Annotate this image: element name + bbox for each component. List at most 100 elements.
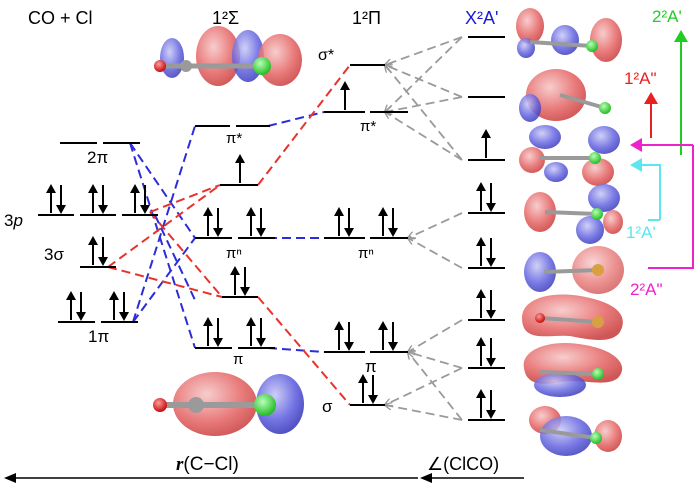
orbital-lobe-blue bbox=[588, 126, 620, 154]
bond bbox=[529, 40, 593, 48]
label-sigma-pistar: π* bbox=[226, 130, 242, 147]
spin-down-arrowhead bbox=[388, 342, 398, 351]
gray-correlation-line bbox=[385, 36, 463, 112]
orbital-lobe-red bbox=[522, 294, 623, 340]
blue-correlation-line bbox=[267, 111, 325, 127]
spin-up-arrowhead bbox=[476, 182, 486, 191]
spin-down-arrowhead bbox=[213, 228, 223, 237]
orbital-lobe-blue bbox=[534, 373, 586, 397]
spin-up-arrowhead bbox=[46, 184, 56, 193]
cl-atom bbox=[599, 102, 611, 114]
cl-atom bbox=[589, 152, 601, 164]
bond bbox=[539, 316, 599, 324]
orbital-x2a-5 bbox=[524, 246, 624, 294]
red-correlation-line bbox=[257, 296, 351, 406]
spin-down-arrowhead bbox=[486, 203, 496, 212]
spin-up-arrowhead bbox=[334, 207, 344, 216]
gray-correlation-line bbox=[385, 65, 463, 161]
label-pi-sigma: σ bbox=[322, 397, 333, 416]
spin-down-arrowhead bbox=[486, 358, 496, 367]
red-correlation-line bbox=[107, 184, 221, 268]
orbital-lobe-red bbox=[524, 192, 556, 232]
cl-atom bbox=[586, 40, 598, 52]
cl-atom bbox=[592, 368, 604, 380]
label-3p: 3p bbox=[4, 211, 23, 230]
spin-up-arrowhead bbox=[246, 207, 256, 216]
spin-up-arrowhead bbox=[230, 266, 240, 275]
orbital-x2a-7 bbox=[523, 342, 623, 397]
label-pi-sigmastar: σ* bbox=[318, 47, 334, 64]
c-atom bbox=[180, 60, 192, 72]
axis-r-ccl-arrowhead bbox=[4, 473, 16, 483]
orbital-lobe-red bbox=[516, 8, 544, 44]
label-2-2a-prime: 2²A' bbox=[652, 7, 682, 26]
gray-correlation-line bbox=[385, 367, 463, 405]
transition-2-2a-dprime-bracket bbox=[648, 145, 694, 269]
blue-correlation-line bbox=[129, 142, 196, 239]
orbital-lobe-blue bbox=[544, 162, 568, 182]
label-3p-letter: p bbox=[12, 211, 22, 230]
orbital-column-x2a bbox=[516, 8, 624, 456]
orbital-lobe-red bbox=[582, 158, 614, 186]
spin-down-arrowhead bbox=[344, 342, 354, 351]
transition-1-2a-dprime-arrowhead bbox=[644, 92, 658, 104]
spin-up-arrowhead bbox=[476, 389, 486, 398]
label-sigma-pin: πⁿ bbox=[226, 245, 242, 262]
label-1-2a-dprime: 1²A" bbox=[624, 69, 657, 88]
blue-correlation-line bbox=[129, 142, 196, 349]
spin-down-arrowhead bbox=[119, 312, 129, 321]
level-labels: 2π 3p 3σ 1π π* πⁿ π σ* π* πⁿ π σ bbox=[4, 47, 377, 416]
orbital-lobe-red bbox=[519, 147, 545, 173]
orbital-lobe-blue bbox=[524, 252, 556, 292]
axis-r-ccl-label: r(C−Cl) bbox=[176, 454, 239, 475]
axis-angle-label: ∠(ClCO) bbox=[427, 454, 499, 474]
label-1pi: 1π bbox=[88, 327, 109, 346]
gray-correlation-line bbox=[385, 36, 463, 65]
transition-2-2a-dprime-arrowhead bbox=[630, 138, 642, 152]
spin-down-arrowhead bbox=[98, 205, 108, 214]
orbital-lobe-red bbox=[590, 18, 622, 62]
label-1-2a-prime: 1²A' bbox=[626, 223, 656, 242]
energy-levels bbox=[38, 36, 505, 421]
gray-correlation-line bbox=[408, 212, 463, 238]
spin-down-arrowhead bbox=[344, 228, 354, 237]
orbital-lobe-blue bbox=[551, 25, 579, 55]
orbital-lobe-red bbox=[603, 210, 623, 234]
spin-down-arrowhead bbox=[56, 205, 66, 214]
spin-down-arrowhead bbox=[98, 257, 108, 266]
spin-down-arrowhead bbox=[486, 258, 496, 267]
red-correlation-line bbox=[257, 64, 351, 186]
axis-r-ccl-text: (C−Cl) bbox=[183, 454, 238, 475]
spin-up-arrowhead bbox=[476, 337, 486, 346]
cl-atom bbox=[591, 208, 603, 220]
bond bbox=[559, 93, 606, 110]
transition-1-2a-prime-arrowhead bbox=[630, 158, 642, 172]
orbital-x2a-8 bbox=[529, 406, 622, 456]
spin-up-arrowhead bbox=[340, 81, 350, 90]
bond bbox=[539, 370, 599, 376]
o-atom bbox=[153, 398, 167, 412]
electron-arrows bbox=[46, 81, 496, 419]
spin-up-arrowhead bbox=[358, 374, 368, 383]
blue-correlation-line bbox=[132, 237, 196, 323]
cl-atom bbox=[590, 432, 602, 444]
orbital-lobe-blue bbox=[160, 38, 184, 78]
red-correlation-line bbox=[149, 184, 221, 213]
gray-correlation-line bbox=[385, 112, 463, 161]
spin-up-arrowhead bbox=[88, 184, 98, 193]
blue-correlation-line bbox=[267, 347, 325, 353]
orbital-lobe-blue bbox=[540, 416, 592, 456]
label-sigma-pi: π bbox=[233, 351, 243, 368]
spin-up-arrowhead bbox=[378, 207, 388, 216]
label-3p-number: 3 bbox=[4, 211, 13, 230]
spin-down-arrowhead bbox=[486, 310, 496, 319]
spin-down-arrowhead bbox=[388, 228, 398, 237]
orbital-x2a-1 bbox=[516, 8, 622, 62]
spin-down-arrowhead bbox=[486, 410, 496, 419]
header-reactants: CO + Cl bbox=[28, 8, 93, 28]
header-state-x2a: X²A' bbox=[465, 8, 498, 28]
orbital-lobe-red bbox=[594, 420, 622, 452]
bottom-axes: r(C−Cl) ∠(ClCO) bbox=[4, 454, 524, 483]
orbital-x2a-3 bbox=[519, 125, 620, 186]
